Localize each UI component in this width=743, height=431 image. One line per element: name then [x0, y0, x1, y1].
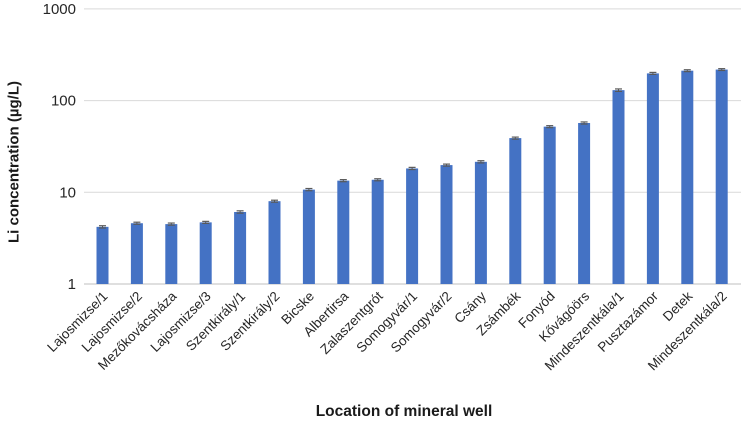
bar: [681, 70, 694, 284]
bar: [646, 73, 659, 284]
bar: [612, 90, 625, 284]
y-tick-label: 1000: [43, 1, 76, 18]
bar: [130, 223, 143, 284]
bar: [715, 69, 728, 284]
bar: [578, 122, 591, 285]
plot-area: 1101001000Lajosmizse/1Lajosmizse/2Mezőko…: [43, 1, 741, 373]
bar: [337, 180, 350, 284]
bar: [371, 179, 384, 284]
bar: [302, 189, 315, 284]
bar: [234, 211, 247, 284]
bar: [474, 161, 487, 284]
y-tick-label: 1: [68, 276, 76, 293]
x-axis-title: Location of mineral well: [315, 403, 493, 420]
x-tick-label: Somogyvár/2: [388, 289, 455, 356]
y-tick-label: 100: [51, 93, 76, 110]
bar: [96, 226, 109, 284]
bar: [543, 126, 556, 285]
y-tick-label: 10: [59, 184, 76, 201]
bar: [509, 138, 522, 284]
bar: [440, 165, 453, 284]
bar: [268, 201, 281, 284]
x-tick-label: Pusztazámor: [595, 288, 662, 355]
bar: [406, 168, 419, 284]
bar: [199, 222, 212, 284]
bar: [165, 224, 178, 284]
